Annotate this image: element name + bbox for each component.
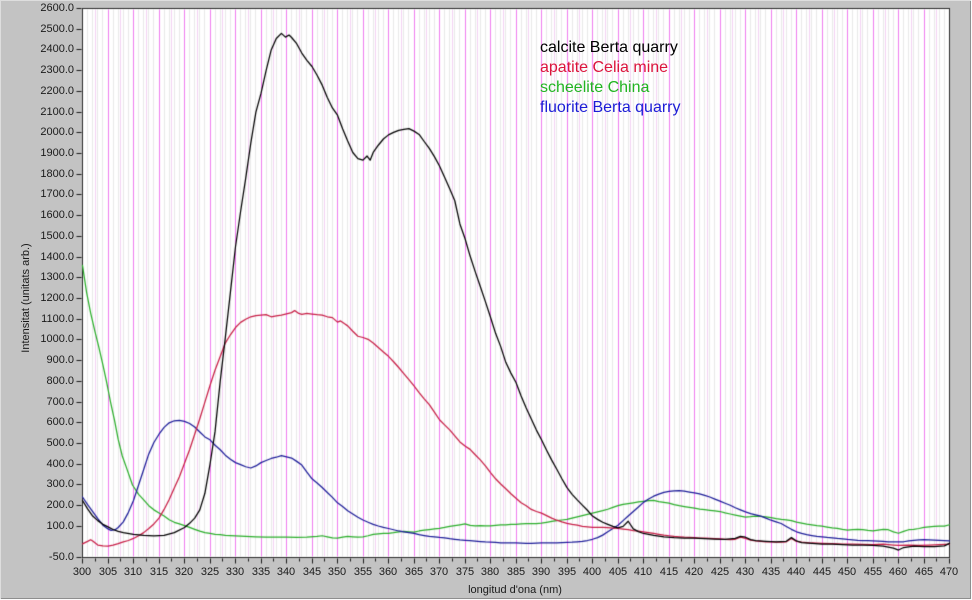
y-tick-label: 1600.0 bbox=[40, 209, 74, 221]
x-tick-label: 455 bbox=[863, 566, 883, 578]
x-tick-label: 385 bbox=[506, 566, 526, 578]
legend-item-calcite: calcite Berta quarry bbox=[540, 39, 678, 56]
x-tick-label: 465 bbox=[914, 566, 934, 578]
y-tick-label: 1100.0 bbox=[41, 313, 74, 325]
x-tick-label: 345 bbox=[302, 566, 322, 578]
x-tick-label: 430 bbox=[735, 566, 755, 578]
x-axis-title: longitud d'ona (nm) bbox=[468, 584, 562, 596]
x-tick-label: 415 bbox=[659, 566, 679, 578]
y-tick-label: 2000.0 bbox=[40, 126, 74, 138]
y-tick-label: -50.0 bbox=[48, 551, 74, 563]
y-tick-label: 300.0 bbox=[46, 478, 74, 490]
x-tick-label: 470 bbox=[939, 566, 959, 578]
x-tick-label: 445 bbox=[812, 566, 832, 578]
y-tick-label: 900.0 bbox=[46, 354, 74, 366]
y-tick-label: 600.0 bbox=[46, 416, 74, 428]
y-tick-label: 2600.0 bbox=[40, 2, 74, 14]
x-tick-label: 325 bbox=[200, 566, 220, 578]
y-tick-label: 1800.0 bbox=[40, 168, 74, 180]
x-tick-label: 335 bbox=[251, 566, 271, 578]
y-tick-label: 800.0 bbox=[46, 375, 74, 387]
x-tick-label: 360 bbox=[378, 566, 398, 578]
x-tick-label: 400 bbox=[582, 566, 602, 578]
y-tick-label: 1000.0 bbox=[40, 333, 74, 345]
y-tick-label: 2200.0 bbox=[40, 85, 74, 97]
y-tick-label: 700.0 bbox=[46, 396, 74, 408]
y-tick-label: 500.0 bbox=[46, 437, 74, 449]
x-tick-label: 340 bbox=[276, 566, 296, 578]
x-tick-label: 460 bbox=[888, 566, 908, 578]
legend-item-apatite: apatite Celia mine bbox=[540, 59, 669, 76]
y-tick-label: 1700.0 bbox=[40, 188, 74, 200]
y-tick-label: 1200.0 bbox=[40, 292, 74, 304]
y-tick-label: 200.0 bbox=[46, 499, 74, 511]
x-tick-label: 410 bbox=[633, 566, 653, 578]
x-tick-label: 355 bbox=[353, 566, 373, 578]
y-tick-label: 1400.0 bbox=[40, 251, 74, 263]
x-tick-label: 425 bbox=[710, 566, 730, 578]
y-tick-label: 2400.0 bbox=[40, 43, 74, 55]
x-tick-label: 315 bbox=[149, 566, 169, 578]
x-tick-label: 420 bbox=[684, 566, 704, 578]
x-tick-label: 320 bbox=[174, 566, 194, 578]
y-tick-label: 400.0 bbox=[46, 458, 74, 470]
x-tick-label: 365 bbox=[404, 566, 424, 578]
y-tick-label: 2300.0 bbox=[40, 64, 74, 76]
x-tick-label: 380 bbox=[480, 566, 500, 578]
x-tick-label: 390 bbox=[531, 566, 551, 578]
x-tick-label: 310 bbox=[123, 566, 143, 578]
y-tick-label: 2500.0 bbox=[40, 23, 74, 35]
x-tick-label: 350 bbox=[327, 566, 347, 578]
y-tick-label: 1900.0 bbox=[40, 147, 74, 159]
x-tick-label: 405 bbox=[608, 566, 628, 578]
y-tick-label: 1300.0 bbox=[40, 271, 74, 283]
x-tick-label: 395 bbox=[557, 566, 577, 578]
x-tick-label: 370 bbox=[429, 566, 449, 578]
x-tick-label: 435 bbox=[761, 566, 781, 578]
y-tick-label: 2100.0 bbox=[40, 106, 74, 118]
x-tick-label: 300 bbox=[72, 566, 92, 578]
x-tick-label: 450 bbox=[837, 566, 857, 578]
x-tick-label: 305 bbox=[98, 566, 118, 578]
x-tick-label: 330 bbox=[225, 566, 245, 578]
y-tick-label: 1500.0 bbox=[40, 230, 74, 242]
legend-item-fluorite: fluorite Berta quarry bbox=[540, 99, 681, 116]
x-tick-label: 375 bbox=[455, 566, 475, 578]
x-tick-label: 440 bbox=[786, 566, 806, 578]
legend-item-scheelite: scheelite China bbox=[540, 79, 650, 96]
y-tick-label: 100.0 bbox=[46, 520, 74, 532]
legend: calcite Berta quarry apatite Celia mine … bbox=[540, 38, 681, 118]
